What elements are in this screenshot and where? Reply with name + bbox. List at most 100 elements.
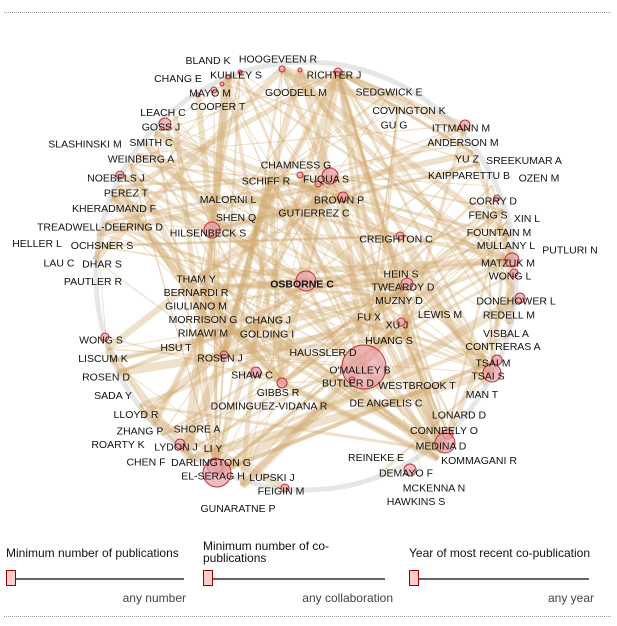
author-node[interactable] — [403, 463, 417, 477]
slider-thumb[interactable] — [6, 570, 16, 586]
author-node[interactable] — [195, 92, 201, 98]
author-node[interactable] — [396, 317, 406, 327]
author-node[interactable] — [296, 171, 304, 179]
author-label[interactable]: KHERADMAND F — [72, 203, 156, 215]
author-label[interactable]: OSBORNE C — [270, 279, 334, 291]
author-label[interactable]: TREADWELL-DEERING D — [37, 222, 163, 234]
author-label[interactable]: GOODELL M — [265, 87, 327, 99]
author-label[interactable]: ITTMANN M — [432, 123, 490, 135]
author-label[interactable]: FOUNTAIN M — [467, 227, 532, 239]
author-label[interactable]: HUANG S — [365, 335, 413, 347]
author-label[interactable]: DOMINGUEZ-VIDANA R — [211, 401, 328, 413]
author-label[interactable]: MUZNY D — [375, 295, 423, 307]
author-node[interactable] — [225, 74, 231, 80]
author-label[interactable]: TSAI S — [471, 371, 504, 383]
author-label[interactable]: YU Z — [455, 154, 480, 166]
author-label[interactable]: THAM Y — [176, 274, 215, 286]
slider-track[interactable] — [209, 578, 385, 580]
slider-track[interactable] — [12, 578, 184, 580]
author-label[interactable]: ROARTY K — [91, 439, 144, 451]
author-node[interactable] — [250, 366, 262, 378]
author-label[interactable]: HAUSSLER D — [289, 347, 357, 359]
author-label[interactable]: CONTRERAS A — [465, 341, 540, 353]
author-label[interactable]: RIMAWI M — [178, 328, 228, 340]
min-copublications-slider[interactable]: Minimum number of co-publications any co… — [203, 540, 393, 605]
author-label[interactable]: MEDINA D — [416, 441, 467, 453]
author-label[interactable]: LYDON J — [154, 442, 198, 454]
recent-year-slider[interactable]: Year of most recent co-publication any y… — [409, 545, 594, 605]
author-label[interactable]: GOSS J — [142, 122, 181, 134]
author-label[interactable]: NOEBELS J — [87, 173, 145, 185]
author-label[interactable]: MCKENNA N — [403, 483, 465, 495]
author-label[interactable]: CHEN F — [126, 457, 165, 469]
author-label[interactable]: FENG S — [468, 210, 507, 222]
author-label[interactable]: LISCUM K — [78, 353, 128, 365]
author-node[interactable] — [514, 292, 526, 304]
author-label[interactable]: FEIGIN M — [258, 486, 305, 498]
author-label[interactable]: COVINGTON K — [372, 105, 445, 117]
author-label[interactable]: HSU T — [160, 342, 192, 354]
coauthor-network[interactable]: KUHLEY S HOOGEVEEN R GOODELL M RICHTER J BLA… — [0, 14, 617, 526]
author-node[interactable] — [348, 376, 356, 384]
author-label[interactable]: WEINBERG A — [108, 154, 175, 166]
author-label[interactable]: ROSEN J — [197, 353, 243, 365]
author-node[interactable] — [219, 350, 229, 360]
author-label[interactable]: WONG L — [489, 271, 532, 283]
author-node[interactable] — [115, 170, 125, 180]
author-label[interactable]: ROSEN D — [82, 372, 130, 384]
author-node[interactable] — [509, 268, 519, 278]
author-label[interactable]: PEREZ T — [104, 188, 149, 200]
author-label[interactable]: BLAND K — [186, 55, 231, 67]
author-label[interactable]: LONARD D — [432, 410, 487, 422]
author-label[interactable]: SHORE A — [174, 424, 221, 436]
author-label[interactable]: CHANG E — [154, 73, 202, 85]
author-label[interactable]: LEWIS M — [418, 309, 462, 321]
author-label[interactable]: SADA Y — [94, 390, 132, 402]
author-label[interactable]: PAUTLER R — [64, 276, 123, 288]
author-label[interactable]: WESTBROOK T — [378, 380, 456, 392]
author-node[interactable] — [434, 432, 456, 454]
author-node[interactable] — [203, 221, 221, 239]
author-label[interactable]: SHEN Q — [216, 212, 256, 224]
author-label[interactable]: SLASHINSKI M — [48, 139, 122, 151]
author-label[interactable]: MORRISON G — [169, 314, 238, 326]
author-node[interactable] — [314, 180, 322, 188]
author-label[interactable]: SHAW C — [231, 370, 273, 382]
author-node[interactable] — [210, 86, 218, 94]
author-node[interactable] — [202, 458, 232, 488]
author-node[interactable] — [295, 270, 317, 292]
author-node[interactable] — [278, 65, 286, 73]
author-label[interactable]: GUNARATNE P — [200, 503, 275, 515]
author-label[interactable]: XIN L — [514, 213, 540, 225]
author-node[interactable] — [337, 191, 349, 203]
author-label[interactable]: CHANG J — [245, 315, 291, 327]
author-label[interactable]: KUHLEY S — [210, 70, 262, 82]
author-label[interactable]: PUTLURI N — [542, 245, 597, 257]
author-label[interactable]: OZEN M — [519, 173, 560, 185]
min-publications-slider[interactable]: Minimum number of publications any numbe… — [6, 545, 186, 605]
author-label[interactable]: LAU C — [44, 258, 75, 270]
author-node[interactable] — [504, 252, 520, 268]
author-label[interactable]: CORRY D — [469, 196, 517, 208]
author-label[interactable]: SCHIFF R — [242, 176, 291, 188]
author-label[interactable]: RICHTER J — [307, 70, 362, 82]
author-node[interactable] — [100, 332, 110, 342]
author-node[interactable] — [174, 438, 186, 450]
slider-thumb[interactable] — [203, 570, 213, 586]
author-label[interactable]: FU X — [357, 312, 381, 324]
author-label[interactable]: DONEHOWER L — [476, 296, 556, 308]
author-node[interactable] — [219, 81, 225, 87]
author-label[interactable]: GIBBS R — [257, 387, 300, 399]
author-node[interactable] — [237, 69, 243, 75]
author-label[interactable]: GUTIERREZ C — [278, 208, 350, 220]
author-label[interactable]: O'MALLEY B — [329, 365, 390, 377]
author-label[interactable]: HELLER L — [12, 238, 62, 250]
author-node[interactable] — [280, 483, 290, 493]
author-label[interactable]: KOMMAGANI R — [441, 455, 517, 467]
author-label[interactable]: ZHANG P — [117, 426, 164, 438]
author-node[interactable] — [400, 277, 414, 291]
author-label[interactable]: SMITH C — [129, 137, 173, 149]
author-label[interactable]: EL-SERAG H — [181, 471, 245, 483]
author-label[interactable]: HILSENBECK S — [170, 228, 246, 240]
slider-track[interactable] — [415, 578, 589, 580]
